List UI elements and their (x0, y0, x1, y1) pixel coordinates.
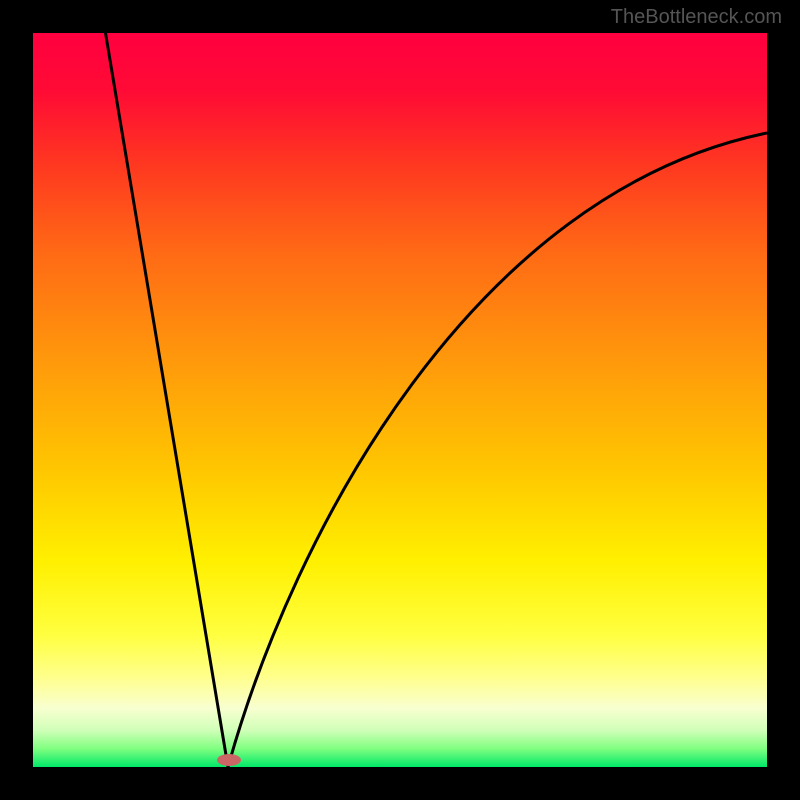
vertex-marker (217, 754, 241, 766)
chart-area (33, 33, 767, 767)
curve-overlay (33, 33, 767, 767)
bottleneck-curve (103, 33, 767, 767)
watermark-text: TheBottleneck.com (611, 6, 782, 29)
